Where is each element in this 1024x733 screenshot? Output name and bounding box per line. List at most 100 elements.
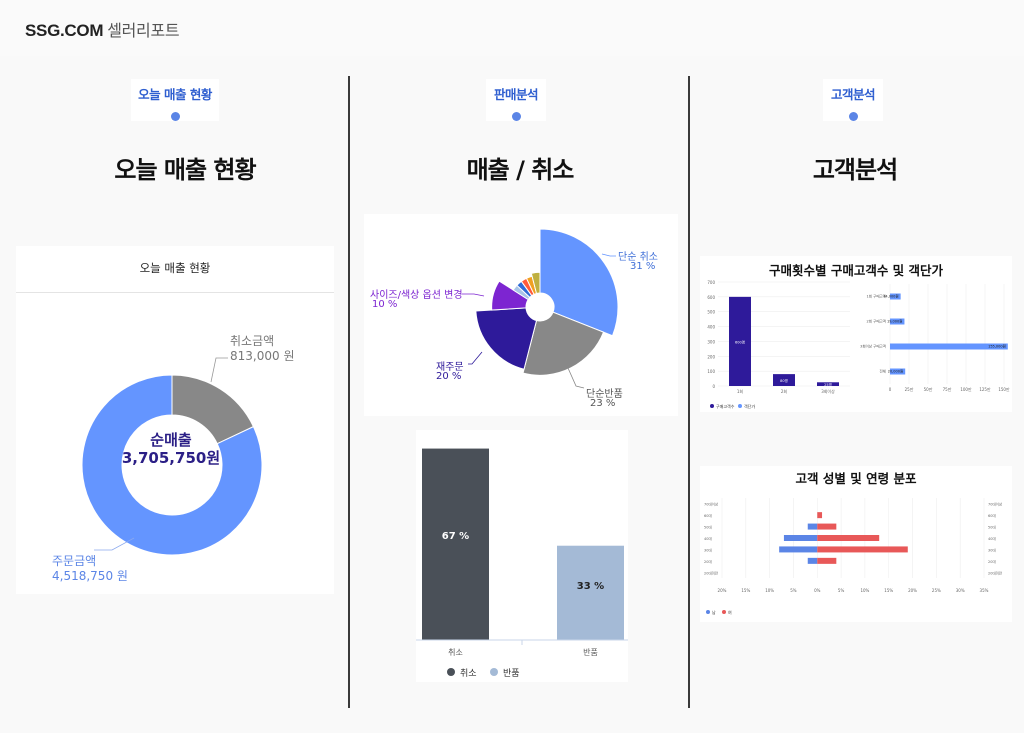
y-tick-label: 20대 [988, 559, 996, 564]
y-tick-label: 2회 구매고객 [867, 319, 886, 324]
tab-customer-analysis[interactable]: 고객분석 [823, 79, 883, 121]
column-divider-right [688, 76, 690, 708]
cancel-amount-value: 813,000 원 [230, 349, 295, 363]
sales-donut-chart [81, 357, 263, 556]
cancel-reason-panel: 단순 취소 31 % 사이즈/색상 옵션 변경 10 % 재주문 20 % 단순… [364, 214, 678, 416]
tab-sales-analysis[interactable]: 판매분석 [486, 79, 546, 121]
y-tick-label: 300 [707, 339, 715, 344]
x-tick-label: 1회 [737, 388, 744, 394]
bar-male [807, 523, 818, 530]
pie-label-option-change: 사이즈/색상 옵션 변경 [370, 290, 463, 301]
x-tick-label: 15% [741, 588, 750, 593]
y-tick-label: 200 [707, 354, 715, 359]
x-tick-label: 15% [884, 588, 893, 593]
x-tick-label: 10% [860, 588, 869, 593]
legend-label-cancel: 취소 [460, 669, 477, 679]
y-tick-label: 70대이상 [988, 502, 1003, 507]
bar-value-label: 80명 [780, 378, 788, 383]
bar-male [783, 535, 818, 541]
pie-slice [522, 311, 605, 376]
pie-slice [539, 228, 619, 337]
tab-indicator-dot [170, 112, 180, 121]
x-tick-label: 125만 [979, 386, 991, 392]
tab-sales-today[interactable]: 오늘 매출 현황 [131, 79, 219, 121]
y-tick-label: 60대 [704, 513, 712, 518]
y-tick-label: 400 [707, 325, 715, 330]
bar-value-label: 19,000원 [887, 319, 902, 324]
pie-slice [530, 271, 541, 295]
donut-center-label: 순매출 [150, 431, 192, 449]
cancel-amount-label: 취소금액 [230, 334, 275, 348]
legend-marker [710, 404, 714, 408]
brand-logo[interactable]: SSG.COM 셀러리포트 [25, 17, 180, 41]
y-tick-label: 1회 구매고객 [867, 294, 886, 299]
bar [890, 318, 905, 325]
legend-label: 구매고객수 [716, 403, 735, 409]
bar-value-label: 20,000원 [888, 369, 903, 374]
column-divider-left [348, 76, 350, 708]
x-tick-label: 5% [790, 588, 797, 593]
y-tick-label: 600 [707, 295, 715, 300]
legend-marker-cancel [447, 668, 455, 676]
x-tick-label: 75만 [943, 386, 952, 392]
tab-label: 오늘 매출 현황 [138, 87, 212, 102]
bar-value-label: 600명 [735, 339, 745, 344]
tab-indicator-dot [511, 112, 521, 121]
pie-label-simple-return: 단순반품 [586, 389, 623, 400]
y-tick-label: 50대 [704, 525, 712, 530]
x-tick-label: 0 [889, 387, 892, 392]
y-tick-label: 30대 [988, 547, 996, 552]
y-tick-label: 60대 [988, 513, 996, 518]
panel-title: 오늘 매출 현황 [139, 261, 211, 275]
cancel-return-bar-chart [416, 448, 628, 645]
x-tick-label: 30% [956, 588, 965, 593]
x-tick-label: 25% [932, 588, 941, 593]
gender-age-chart: 20% 15% 10% 5% 0% 5% 10% 15% 20% 25% 30% 35% 70대이상 70… [704, 498, 1003, 615]
bar-value-label: 155,000원 [988, 344, 1006, 349]
customer-column-title: 고객분석 [812, 156, 898, 184]
brand-subtitle: 셀러리포트 [107, 21, 180, 40]
legend-label: 여 [728, 609, 732, 615]
y-tick-label: 40대 [988, 536, 996, 541]
x-tick-label: 20% [718, 588, 727, 593]
y-tick-label: 40대 [704, 536, 712, 541]
bar [422, 448, 489, 640]
x-tick-label: 20% [908, 588, 917, 593]
pie-slice [491, 280, 529, 311]
cancel-reason-pie-chart [462, 228, 619, 389]
top-header: SSG.COM 셀러리포트 [0, 0, 1024, 56]
leader-line [210, 357, 228, 383]
pie-value-simple-cancel: 31 % [630, 261, 656, 272]
leader-line [601, 253, 616, 257]
bar-female [817, 512, 823, 519]
bar [890, 293, 901, 300]
legend-marker [738, 404, 742, 408]
pie-label-simple-cancel: 단순 취소 [618, 252, 658, 263]
tab-indicator-dot [848, 112, 858, 121]
legend-label-return: 반품 [503, 669, 520, 679]
x-tick-label: 10% [765, 588, 774, 593]
x-tick-label: 3회이상 [821, 388, 835, 394]
x-tick-label: 0% [814, 588, 821, 593]
bar-male [807, 557, 818, 564]
tab-label: 고객분석 [830, 87, 876, 102]
panel-title-rule [16, 292, 334, 293]
bar-value-label: 67 % [441, 531, 470, 542]
bar-category-label: 취소 [448, 648, 463, 657]
y-tick-label: 20대미만 [988, 570, 1003, 575]
y-tick-label: 70대이상 [704, 502, 719, 507]
order-amount-value: 4,518,750 원 [52, 569, 128, 583]
gender-age-panel: 고객 성별 및 연령 분포 20% 15% 10% 5% 0% 5% 10% 15% 20% 25… [700, 466, 1012, 622]
brand-name: SSG.COM [25, 21, 104, 40]
order-amount-label: 주문금액 [52, 554, 97, 568]
legend-marker [706, 610, 710, 614]
pie-value-reorder: 20 % [436, 371, 462, 382]
leader-line [468, 351, 483, 365]
bar-male [779, 546, 818, 553]
x-tick-label: 50만 [924, 386, 933, 392]
bar [890, 343, 1008, 350]
tab-label: 판매분석 [493, 87, 539, 102]
donut-center-value: 3,705,750원 [121, 449, 221, 467]
bar-female [817, 523, 837, 530]
bar-female [817, 546, 908, 553]
